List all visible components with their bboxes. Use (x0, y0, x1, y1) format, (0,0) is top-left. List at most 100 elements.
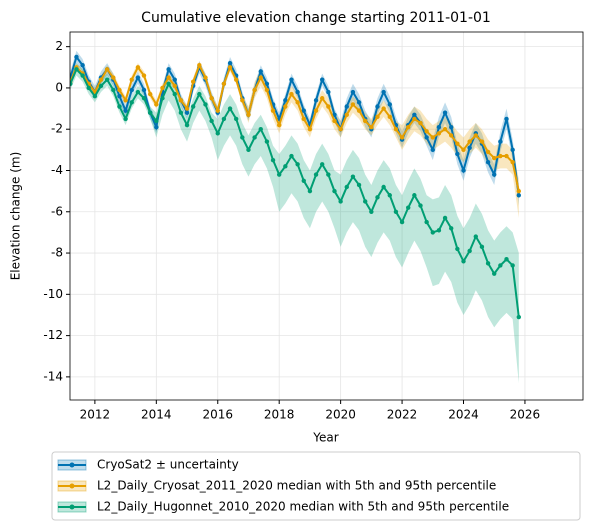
marker (197, 63, 202, 68)
marker (344, 104, 349, 109)
marker (492, 271, 497, 276)
marker (141, 87, 147, 93)
marker (166, 81, 171, 87)
marker (233, 77, 239, 82)
marker (166, 75, 171, 80)
marker (338, 127, 343, 132)
marker (510, 263, 515, 268)
marker (344, 184, 349, 190)
marker (326, 172, 331, 177)
marker (356, 100, 362, 105)
marker (98, 77, 104, 82)
legend-label: L2_Daily_Cryosat_2011_2020 median with 5… (97, 479, 496, 493)
marker (436, 124, 442, 130)
marker (203, 102, 208, 107)
marker (289, 91, 294, 97)
marker (449, 133, 454, 138)
legend-label: CryoSat2 ± uncertainty (97, 458, 239, 472)
uncertainty-band (70, 50, 519, 206)
marker (504, 116, 509, 122)
marker (485, 149, 491, 155)
marker (147, 91, 153, 97)
x-tick-label: 2022 (387, 408, 418, 422)
x-tick-label: 2012 (80, 408, 111, 422)
legend-label: L2_Daily_Hugonnet_2010_2020 median with … (97, 500, 509, 514)
marker (80, 63, 85, 68)
marker (184, 122, 190, 128)
marker (498, 263, 503, 268)
marker (350, 102, 356, 107)
marker (485, 160, 491, 165)
marker (442, 110, 448, 115)
marker (326, 104, 331, 109)
y-tick-label: -10 (43, 287, 63, 301)
marker (516, 193, 521, 198)
marker (363, 199, 368, 204)
marker (332, 188, 337, 194)
marker (473, 133, 478, 138)
marker (227, 65, 233, 70)
marker (356, 182, 362, 188)
x-tick-label: 2024 (448, 408, 479, 422)
marker (375, 195, 380, 200)
marker (252, 87, 257, 93)
marker (387, 102, 392, 107)
marker (270, 108, 276, 113)
marker (356, 108, 362, 113)
marker (467, 145, 472, 150)
marker (160, 85, 165, 91)
x-tick-label: 2026 (510, 408, 541, 422)
marker (307, 188, 313, 194)
marker (190, 104, 196, 109)
marker (246, 147, 251, 153)
marker (387, 193, 392, 198)
marker (283, 104, 288, 109)
marker (178, 98, 184, 103)
marker (424, 129, 429, 134)
marker (424, 219, 429, 225)
marker (104, 67, 110, 72)
marker (246, 112, 251, 117)
marker (301, 108, 306, 113)
marker (436, 131, 442, 136)
marker (430, 230, 435, 235)
plot-frame (69, 31, 584, 401)
marker (381, 184, 386, 190)
marker (412, 193, 417, 198)
marker (449, 124, 454, 130)
marker (313, 108, 319, 113)
marker (399, 135, 405, 140)
marker (129, 100, 134, 105)
marker (197, 91, 202, 97)
marker (375, 114, 380, 120)
marker (135, 89, 141, 95)
marker (424, 135, 429, 140)
marker (141, 96, 147, 101)
marker (369, 209, 374, 214)
y-tick-label: -4 (51, 163, 63, 177)
marker (172, 91, 177, 97)
marker (504, 257, 509, 262)
marker (98, 83, 104, 89)
marker (442, 127, 448, 132)
marker (319, 162, 325, 167)
marker (418, 203, 423, 208)
marker (485, 261, 491, 266)
y-tick-label: -8 (51, 246, 63, 260)
marker (141, 73, 147, 78)
chart-title: Cumulative elevation change starting 201… (141, 10, 491, 26)
marker (111, 87, 116, 93)
marker (467, 248, 472, 254)
marker (479, 244, 485, 250)
marker (461, 259, 466, 264)
marker (74, 67, 79, 72)
marker (86, 85, 91, 91)
series-line (70, 54, 520, 196)
marker (227, 106, 233, 111)
x-tick-label: 2014 (141, 408, 172, 422)
y-axis-label: Elevation change (m) (9, 152, 23, 281)
x-tick-label: 2016 (202, 408, 233, 422)
marker (412, 116, 417, 122)
y-tick-label: -12 (43, 328, 63, 342)
marker (467, 139, 472, 144)
